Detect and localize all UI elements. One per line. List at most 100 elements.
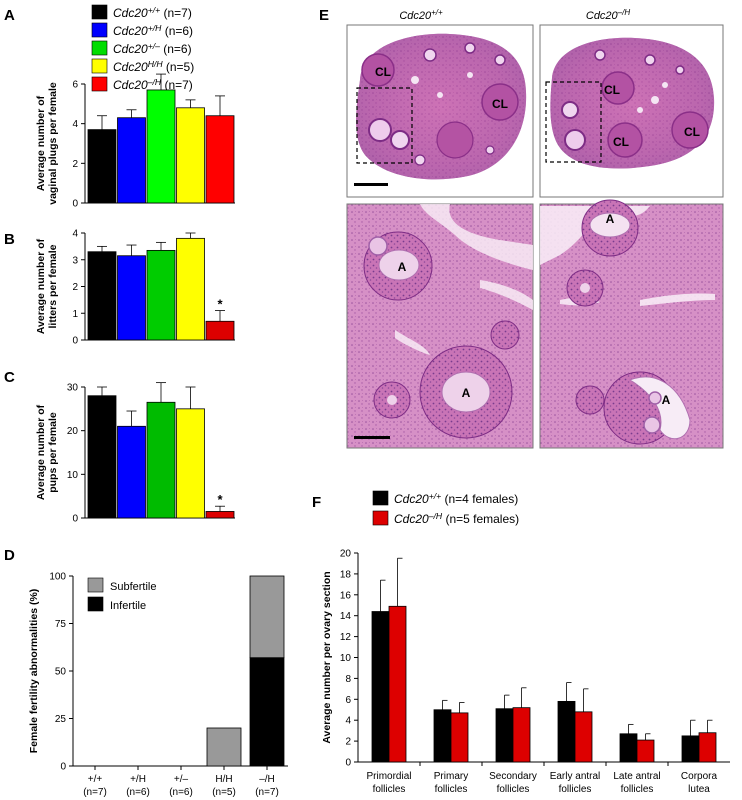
y-tick-label: 0 (60, 762, 66, 773)
bar (205, 320, 235, 341)
stacked-bar-segment (206, 727, 242, 767)
y-tick-label: 0 (72, 199, 78, 210)
bar (117, 255, 146, 341)
label-cl-1: CL (375, 65, 391, 79)
y-axis-label: Average number oflitters per female (35, 238, 59, 334)
bar (87, 129, 117, 204)
legend-swatch (91, 4, 108, 20)
legend-swatch (87, 577, 104, 593)
ovary-lowmag-wt: CL CL (346, 24, 534, 198)
x-tick-label: +/+ (88, 774, 103, 785)
bar (574, 711, 593, 763)
ovary-lowmag-mut: CL CL CL (539, 24, 724, 198)
significance-star: * (217, 297, 223, 312)
chart-fertility-abnormalities: 0 25 50 75 100 Female fertility abnormalities… (28, 572, 288, 798)
y-axis-label: Average number ofvaginal plugs per femal… (35, 82, 59, 205)
y-tick-label: 2 (72, 282, 78, 293)
genotype-legend: Cdc20+/+ (n=7) Cdc20+/H (n=6) Cdc20+/– (n=… (91, 4, 194, 92)
y-tick-label: 0 (345, 758, 351, 769)
bar (681, 735, 700, 763)
x-tick-label: follicles (559, 784, 592, 795)
y-tick-label: 75 (55, 619, 67, 630)
legend-swatch (372, 510, 389, 526)
bar (87, 251, 117, 341)
legend-genotype-label: Cdc20–/H (n=5 females) (394, 511, 519, 526)
bar (176, 408, 205, 519)
y-tick-label: 12 (340, 632, 352, 643)
x-tick-label: Early antral (550, 771, 601, 782)
y-tick-label: 0 (72, 336, 78, 347)
y-tick-label: 10 (67, 470, 79, 481)
stacked-bar-segment (249, 575, 285, 659)
legend-swatch (91, 76, 108, 92)
y-tick-label: 6 (72, 80, 78, 91)
y-tick-label: 8 (345, 674, 351, 685)
chart-follicles: 0 2 4 6 8 10 12 14 16 18 20 Average number per ovar… (321, 549, 730, 795)
x-tick-label: follicles (497, 784, 530, 795)
legend-genotype-label: Cdc20+/+ (n=4 females) (394, 491, 518, 506)
bar (176, 107, 205, 204)
y-tick-label: 20 (67, 426, 79, 437)
bar (636, 739, 655, 763)
label-cl-4: CL (613, 135, 629, 149)
x-tick-label: Corpora (681, 771, 718, 782)
panel-label-a: A (4, 7, 15, 24)
legend-swatch (91, 58, 108, 74)
y-axis-label: Female fertility abnormalities (%) (28, 589, 40, 754)
bar (146, 249, 176, 341)
panel-label-d: D (4, 547, 15, 564)
x-tick-sublabel: (n=6) (169, 787, 193, 798)
y-tick-label: 4 (72, 229, 78, 240)
y-tick-label: 2 (72, 159, 78, 170)
legend-genotype-label: Cdc20–/H (n=7) (113, 77, 193, 92)
x-tick-label: follicles (435, 784, 468, 795)
x-tick-label: Primordial (366, 771, 411, 782)
legend-follicles: Cdc20+/+ (n=4 females) Cdc20–/H (n=5 fema… (372, 490, 519, 526)
y-axis-label: Average number ofpups per female (35, 404, 59, 500)
x-tick-sublabel: (n=6) (126, 787, 150, 798)
label-cl-3: CL (604, 83, 620, 97)
y-tick-label: 25 (55, 714, 67, 725)
histology-title-wt: Cdc20+/+ (399, 8, 443, 22)
panel-label-f: F (312, 494, 321, 511)
legend-label: Infertile (110, 600, 146, 612)
y-tick-label: 18 (340, 569, 352, 580)
x-tick-sublabel: (n=7) (255, 787, 279, 798)
bar (433, 709, 452, 763)
label-cl-5: CL (684, 125, 700, 139)
x-tick-label: Late antral (613, 771, 660, 782)
legend-swatch (91, 40, 108, 56)
chart-pups: 0 10 20 30 Average number ofpups per female * (35, 382, 235, 525)
legend-swatch (87, 596, 104, 612)
y-tick-label: 6 (345, 695, 351, 706)
y-tick-label: 2 (345, 737, 351, 748)
bar (117, 117, 146, 204)
bar (619, 733, 638, 763)
y-tick-label: 3 (72, 255, 78, 266)
ovary-highmag-mut: A A (539, 199, 724, 449)
label-cl-2: CL (492, 97, 508, 111)
y-tick-label: 14 (340, 611, 352, 622)
bar (557, 700, 576, 763)
y-tick-label: 4 (72, 119, 78, 130)
legend-fertility: Subfertile Infertile (87, 577, 156, 612)
histology-title-mut: Cdc20–/H (586, 8, 630, 22)
histology-panel: Cdc20+/+ Cdc20–/H CL CL (346, 8, 724, 449)
y-tick-label: 16 (340, 590, 352, 601)
panel-label-c: C (4, 369, 15, 386)
bar (388, 605, 407, 763)
y-tick-label: 4 (345, 716, 351, 727)
legend-swatch (372, 490, 389, 506)
bar (698, 732, 717, 763)
significance-star: * (217, 492, 223, 507)
y-tick-label: 50 (55, 667, 67, 678)
bar (146, 401, 176, 519)
x-tick-label: –/H (259, 774, 275, 785)
y-axis-label: Average number per ovary section (321, 571, 333, 743)
label-antral-3: A (606, 212, 615, 226)
x-tick-label: Secondary (489, 771, 537, 782)
x-tick-label: +/– (174, 774, 189, 785)
ovary-highmag-wt: A A (346, 203, 534, 449)
bar (205, 115, 235, 204)
